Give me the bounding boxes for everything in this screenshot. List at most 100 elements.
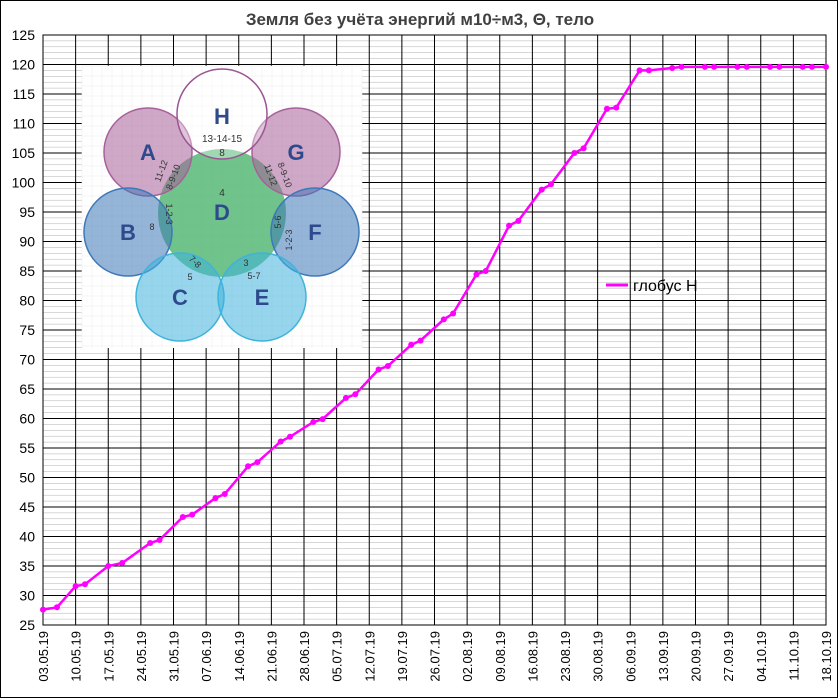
data-point: [81, 581, 88, 588]
data-point: [287, 433, 294, 440]
data-point: [417, 337, 424, 344]
data-point: [734, 63, 741, 70]
data-point: [743, 63, 750, 70]
data-point: [538, 186, 545, 193]
x-tick-label: 14.06.19: [232, 631, 247, 682]
data-point: [119, 560, 126, 567]
inset-label-h: 13-14-15: [202, 134, 242, 145]
data-point: [571, 150, 578, 156]
data-point: [823, 63, 829, 70]
data-point: [809, 63, 816, 70]
data-point: [482, 268, 489, 274]
data-point: [450, 310, 457, 317]
y-tick-label: 125: [12, 27, 36, 43]
data-point: [254, 459, 261, 466]
data-point: [613, 104, 620, 111]
x-tick-label: 02.08.19: [460, 631, 475, 682]
inset-letter-a: A: [140, 140, 156, 165]
data-point: [53, 604, 60, 611]
y-tick-label: 75: [19, 322, 35, 338]
x-tick-label: 06.09.19: [623, 631, 638, 682]
data-point: [767, 63, 774, 70]
inset-letter-d: D: [214, 200, 230, 225]
x-tick-label: 16.08.19: [525, 631, 540, 682]
data-point: [105, 563, 112, 569]
data-point: [440, 316, 447, 323]
inset-label-bd2: 8: [149, 222, 154, 232]
x-tick-label: 17.05.19: [101, 631, 116, 682]
data-point: [548, 181, 555, 188]
chart-series: [40, 63, 829, 613]
data-point: [701, 63, 708, 70]
data-point: [352, 391, 359, 398]
x-tick-label: 26.07.19: [428, 631, 443, 682]
data-point: [669, 65, 676, 72]
inset-letter-f: F: [308, 220, 321, 245]
y-tick-label: 90: [19, 234, 35, 250]
y-tick-label: 95: [19, 204, 35, 220]
x-tick-label: 30.08.19: [591, 631, 606, 682]
inset-letter-e: E: [255, 285, 270, 310]
y-tick-label: 40: [19, 529, 35, 545]
chart-title: Земля без учёта энергий м10÷м3, Θ, тело: [245, 10, 595, 29]
inset-letter-b: B: [120, 220, 136, 245]
y-tick-label: 60: [19, 411, 35, 427]
x-tick-label: 19.07.19: [395, 631, 410, 682]
chart-axes: 2530354045505560657075808590951001051101…: [12, 27, 834, 682]
data-point: [375, 366, 382, 373]
y-tick-label: 105: [12, 145, 36, 161]
data-point: [580, 145, 587, 152]
inset-label-h-sub: 8: [219, 148, 225, 159]
data-point: [603, 105, 610, 112]
x-tick-label: 31.05.19: [167, 631, 182, 682]
x-tick-label: 20.09.19: [689, 631, 704, 682]
data-point: [189, 511, 196, 518]
x-tick-label: 03.05.19: [36, 631, 51, 682]
y-tick-label: 35: [19, 558, 35, 574]
data-point: [72, 583, 79, 590]
circle-f: [270, 187, 360, 277]
inset-label-ed2: 5-7: [247, 271, 260, 281]
y-tick-label: 70: [19, 352, 35, 368]
y-tick-label: 30: [19, 588, 35, 604]
data-point: [473, 271, 480, 278]
x-tick-label: 23.08.19: [558, 631, 573, 682]
y-tick-label: 45: [19, 499, 35, 515]
inset-letter-h: Н: [214, 104, 230, 129]
data-point: [277, 438, 284, 445]
data-point: [408, 341, 415, 348]
y-tick-label: 100: [12, 175, 36, 191]
inset-label-fd2: 5-6: [273, 215, 283, 228]
inset-letter-c: C: [172, 285, 188, 310]
data-point: [506, 222, 513, 229]
y-tick-label: 115: [13, 86, 36, 102]
x-tick-label: 18.10.19: [819, 631, 834, 682]
x-tick-label: 28.06.19: [297, 631, 312, 682]
x-tick-label: 04.10.19: [754, 631, 769, 682]
x-tick-label: 10.05.19: [69, 631, 84, 682]
inset-label-cd2: 5: [187, 272, 192, 282]
data-point: [319, 416, 326, 423]
data-point: [40, 606, 46, 613]
x-tick-label: 09.08.19: [493, 631, 508, 682]
data-point: [645, 67, 652, 74]
x-tick-label: 05.07.19: [330, 631, 345, 682]
data-point: [147, 539, 154, 546]
circle-e: [217, 252, 307, 342]
data-point: [711, 63, 718, 70]
data-point: [212, 495, 219, 502]
circle-h: [176, 68, 268, 160]
y-tick-label: 50: [19, 470, 35, 486]
x-tick-label: 27.09.19: [721, 631, 736, 682]
y-tick-label: 110: [13, 116, 36, 132]
circle-b: [83, 187, 173, 277]
inset-letter-g: G: [287, 140, 304, 165]
data-point: [799, 63, 806, 70]
y-tick-label: 25: [19, 617, 35, 633]
x-tick-label: 21.06.19: [264, 631, 279, 682]
x-tick-label: 24.05.19: [134, 631, 149, 682]
x-tick-label: 11.10.19: [786, 631, 801, 681]
data-point: [342, 394, 349, 401]
